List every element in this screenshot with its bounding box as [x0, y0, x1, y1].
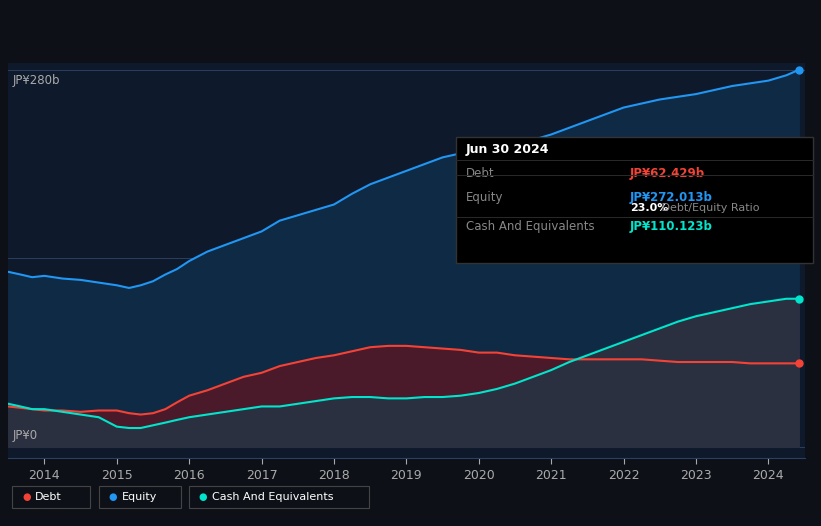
Text: Debt: Debt [466, 167, 494, 180]
Text: 23.0%: 23.0% [630, 203, 668, 213]
Text: Cash And Equivalents: Cash And Equivalents [466, 220, 594, 233]
Text: JP¥62.429b: JP¥62.429b [630, 167, 705, 180]
Text: ●: ● [22, 492, 30, 502]
Text: JP¥280b: JP¥280b [12, 74, 60, 87]
Text: JP¥110.123b: JP¥110.123b [630, 220, 713, 233]
Text: JP¥0: JP¥0 [12, 429, 37, 442]
Text: Jun 30 2024: Jun 30 2024 [466, 143, 549, 156]
Text: Debt: Debt [35, 492, 62, 502]
Text: Debt/Equity Ratio: Debt/Equity Ratio [658, 203, 760, 213]
Text: ●: ● [199, 492, 207, 502]
Text: Equity: Equity [122, 492, 157, 502]
Text: Cash And Equivalents: Cash And Equivalents [212, 492, 333, 502]
Text: Equity: Equity [466, 191, 503, 205]
Text: JP¥272.013b: JP¥272.013b [630, 191, 713, 205]
Text: ●: ● [108, 492, 117, 502]
